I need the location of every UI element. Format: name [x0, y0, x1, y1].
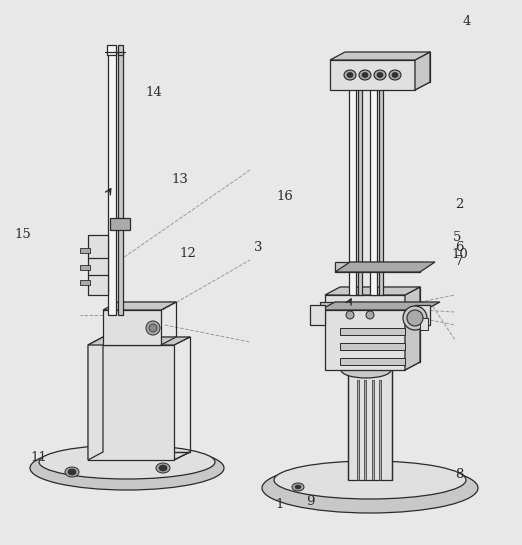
- Polygon shape: [405, 287, 420, 370]
- Text: 10: 10: [451, 248, 468, 261]
- Bar: [110, 218, 130, 230]
- Text: 4: 4: [463, 15, 471, 28]
- Ellipse shape: [392, 72, 398, 77]
- Polygon shape: [330, 52, 430, 60]
- Text: 6: 6: [455, 241, 464, 255]
- Bar: [88, 345, 174, 460]
- Bar: [335, 262, 420, 272]
- Text: 11: 11: [31, 451, 48, 464]
- Bar: [357, 380, 359, 480]
- Bar: [118, 52, 123, 315]
- Text: 5: 5: [453, 231, 461, 244]
- Bar: [420, 318, 428, 330]
- Bar: [340, 358, 405, 365]
- Bar: [340, 343, 405, 350]
- Bar: [330, 60, 415, 90]
- Ellipse shape: [146, 321, 160, 335]
- Ellipse shape: [262, 463, 478, 513]
- Ellipse shape: [30, 446, 224, 490]
- Polygon shape: [88, 337, 103, 460]
- Bar: [310, 305, 325, 325]
- Text: 13: 13: [172, 173, 188, 186]
- Polygon shape: [88, 337, 190, 345]
- Text: 1: 1: [275, 498, 283, 511]
- Bar: [364, 380, 366, 480]
- Text: 14: 14: [146, 86, 162, 99]
- Bar: [80, 248, 90, 253]
- Text: 15: 15: [14, 228, 31, 241]
- Ellipse shape: [274, 461, 466, 499]
- Bar: [103, 310, 161, 345]
- Bar: [320, 302, 425, 310]
- Text: 9: 9: [306, 495, 315, 508]
- Ellipse shape: [65, 467, 79, 477]
- Bar: [80, 265, 90, 270]
- Polygon shape: [335, 262, 435, 272]
- Ellipse shape: [389, 70, 401, 80]
- Polygon shape: [320, 302, 440, 310]
- Ellipse shape: [374, 70, 386, 80]
- Ellipse shape: [359, 70, 371, 80]
- Text: 8: 8: [455, 468, 464, 481]
- Bar: [118, 45, 123, 55]
- Ellipse shape: [68, 469, 76, 475]
- Ellipse shape: [347, 72, 353, 77]
- Ellipse shape: [295, 485, 301, 489]
- Polygon shape: [103, 302, 176, 310]
- Text: 12: 12: [180, 247, 196, 260]
- Bar: [415, 305, 430, 325]
- Ellipse shape: [159, 465, 167, 471]
- Ellipse shape: [407, 310, 423, 326]
- Ellipse shape: [341, 362, 391, 378]
- Text: 3: 3: [254, 241, 263, 255]
- Bar: [370, 78, 377, 295]
- Bar: [358, 78, 362, 295]
- Bar: [372, 380, 374, 480]
- Ellipse shape: [149, 324, 157, 332]
- Text: 2: 2: [455, 198, 464, 211]
- Ellipse shape: [362, 72, 368, 77]
- Ellipse shape: [292, 483, 304, 491]
- Ellipse shape: [366, 311, 374, 319]
- Bar: [80, 280, 90, 285]
- Ellipse shape: [403, 306, 427, 330]
- Text: 16: 16: [276, 190, 293, 203]
- Bar: [348, 370, 392, 480]
- Ellipse shape: [344, 70, 356, 80]
- Bar: [325, 295, 405, 370]
- Bar: [349, 78, 356, 295]
- Ellipse shape: [156, 463, 170, 473]
- Bar: [379, 380, 381, 480]
- Text: 7: 7: [455, 255, 464, 268]
- Ellipse shape: [39, 445, 215, 479]
- Ellipse shape: [377, 72, 383, 77]
- Polygon shape: [325, 287, 420, 295]
- Ellipse shape: [346, 311, 354, 319]
- Bar: [340, 328, 405, 335]
- Bar: [379, 78, 383, 295]
- Bar: [107, 45, 116, 55]
- Polygon shape: [415, 52, 430, 90]
- Bar: [108, 52, 116, 315]
- Bar: [88, 235, 108, 295]
